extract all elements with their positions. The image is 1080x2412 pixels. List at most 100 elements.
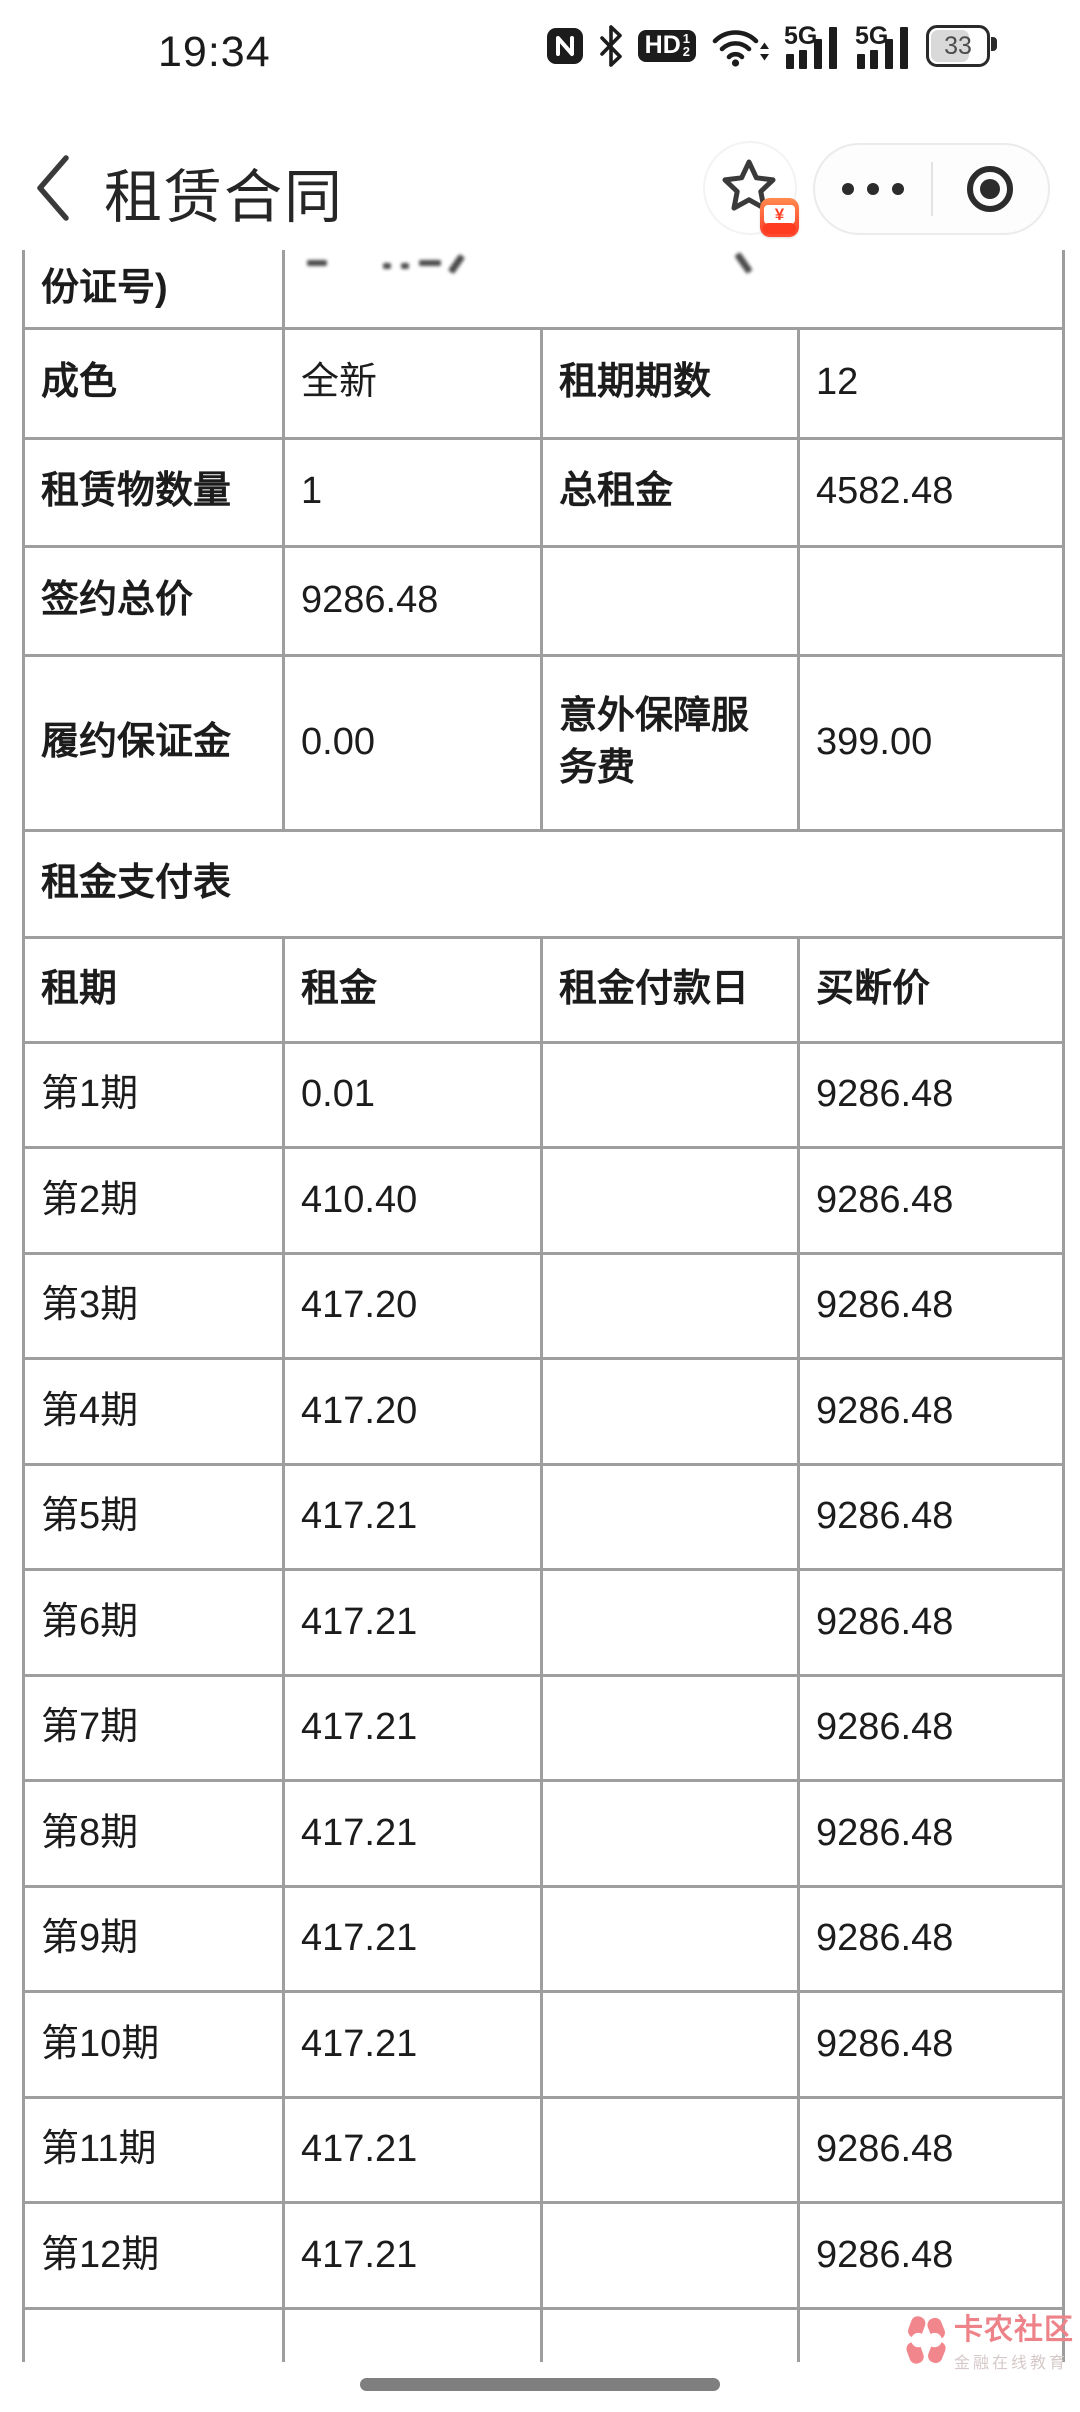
status-bar: 19:34 HD 1 2 5G 5G bbox=[0, 0, 1080, 92]
cell-buyout-price: 9286.48 bbox=[796, 2095, 1066, 2204]
payment-row: 第10期 417.21 9286.48 bbox=[22, 1990, 1066, 2099]
payment-row: 第4期 417.20 9286.48 bbox=[22, 1357, 1066, 1466]
cell-rent: 417.21 bbox=[282, 1462, 543, 1571]
cell-label bbox=[540, 544, 800, 657]
cell-buyout-price: 9286.48 bbox=[796, 1990, 1066, 2099]
redaction-smudge bbox=[734, 251, 753, 275]
watermark-subtitle: 金融在线教育 bbox=[954, 2355, 1069, 2373]
cell-empty bbox=[282, 2306, 543, 2362]
cell-payment-date bbox=[540, 2201, 800, 2310]
contract-table: 份证号) 成色 全新 租期期数 12 租赁物数量 1 总租金 bbox=[21, 250, 1066, 2362]
cell-period: 第5期 bbox=[22, 1462, 285, 1571]
wifi-icon bbox=[712, 30, 769, 67]
cell-period: 第4期 bbox=[22, 1357, 285, 1466]
cell-value: 12 bbox=[796, 326, 1066, 440]
cell-period: 第6期 bbox=[22, 1568, 285, 1677]
table-row: 签约总价 9286.48 bbox=[22, 544, 1066, 657]
cell-buyout-price: 9286.48 bbox=[796, 1779, 1066, 1888]
miniapp-capsule bbox=[813, 143, 1050, 235]
payment-row: 第12期 417.21 9286.48 bbox=[22, 2201, 1066, 2310]
cell-buyout-price: 9286.48 bbox=[796, 1884, 1066, 1993]
circle-dot-icon bbox=[967, 166, 1014, 212]
cell-empty bbox=[540, 2306, 800, 2362]
payment-row: 第9期 417.21 9286.48 bbox=[22, 1884, 1066, 1993]
payment-row: 第5期 417.21 9286.48 bbox=[22, 1462, 1066, 1571]
cell-value bbox=[796, 544, 1066, 657]
cell-rent: 417.21 bbox=[282, 1673, 543, 1782]
cell-rent: 417.21 bbox=[282, 1990, 543, 2099]
cell-buyout-price: 9286.48 bbox=[796, 1568, 1066, 1677]
watermark: 卡农社区 金融在线教育 bbox=[903, 2314, 1074, 2373]
cell-rent: 417.21 bbox=[282, 2095, 543, 2204]
cell-label: 份证号) bbox=[22, 250, 285, 330]
cell-period: 第8期 bbox=[22, 1779, 285, 1888]
column-header: 租金 bbox=[282, 935, 543, 1044]
cell-payment-date bbox=[540, 1673, 800, 1782]
cell-period: 第9期 bbox=[22, 1884, 285, 1993]
home-indicator[interactable] bbox=[360, 2378, 720, 2391]
payment-header-row: 租期 租金 租金付款日 买断价 bbox=[22, 935, 1066, 1044]
cell-label: 履约保证金 bbox=[22, 653, 285, 832]
svg-text:5G: 5G bbox=[784, 23, 817, 50]
cell-period: 第11期 bbox=[22, 2095, 285, 2204]
back-button[interactable] bbox=[28, 152, 76, 224]
payment-row: 第7期 417.21 9286.48 bbox=[22, 1673, 1066, 1782]
cell-payment-date bbox=[540, 2095, 800, 2204]
cell-buyout-price: 9286.48 bbox=[796, 1040, 1066, 1149]
cell-value: 0.00 bbox=[282, 653, 543, 832]
table-row: 履约保证金 0.00 意外保障服务费 399.00 bbox=[22, 653, 1066, 832]
cell-redacted-value bbox=[281, 250, 1066, 330]
cell-label: 租赁物数量 bbox=[22, 436, 285, 548]
cell-rent: 410.40 bbox=[282, 1146, 543, 1255]
cell-buyout-price: 9286.48 bbox=[796, 2201, 1066, 2310]
redaction-smudge bbox=[383, 263, 391, 269]
cell-period: 第3期 bbox=[22, 1251, 285, 1360]
cell-label: 总租金 bbox=[540, 436, 800, 548]
cell-period: 第12期 bbox=[22, 2201, 285, 2310]
close-button[interactable] bbox=[933, 166, 1049, 212]
cell-payment-date bbox=[540, 1357, 800, 1466]
payment-row: 第6期 417.21 9286.48 bbox=[22, 1568, 1066, 1677]
redaction-smudge bbox=[307, 260, 327, 266]
battery-icon: 33 bbox=[926, 25, 997, 67]
redaction-smudge bbox=[419, 260, 441, 266]
table-row-truncated: 份证号) bbox=[22, 250, 1066, 330]
redaction-smudge bbox=[401, 263, 409, 269]
cell-period: 第1期 bbox=[22, 1040, 285, 1149]
cell-rent: 417.20 bbox=[282, 1357, 543, 1466]
cell-payment-date bbox=[540, 1040, 800, 1149]
cell-value: 全新 bbox=[282, 326, 543, 440]
cell-buyout-price: 9286.48 bbox=[796, 1146, 1066, 1255]
cell-buyout-price: 9286.48 bbox=[796, 1462, 1066, 1571]
cell-label: 成色 bbox=[22, 326, 285, 440]
cell-payment-date bbox=[540, 1462, 800, 1571]
redaction-smudge bbox=[447, 253, 466, 275]
cell-buyout-price: 9286.48 bbox=[796, 1357, 1066, 1466]
cell-rent: 417.21 bbox=[282, 1779, 543, 1888]
payment-row: 第3期 417.20 9286.48 bbox=[22, 1251, 1066, 1360]
section-title-row: 租金支付表 bbox=[21, 828, 1066, 939]
cell-label: 租期期数 bbox=[540, 326, 800, 440]
cell-rent: 417.21 bbox=[282, 1568, 543, 1677]
more-dots-icon bbox=[866, 183, 879, 195]
clock: 19:34 bbox=[158, 28, 271, 76]
favorite-button[interactable]: ¥ bbox=[705, 143, 799, 237]
cell-value: 4582.48 bbox=[796, 436, 1066, 548]
cell-rent: 0.01 bbox=[282, 1040, 543, 1149]
payment-row: 第1期 0.01 9286.48 bbox=[22, 1040, 1066, 1149]
cell-buyout-price: 9286.48 bbox=[796, 1251, 1066, 1360]
status-icons: HD 1 2 5G 5G 33 bbox=[546, 0, 997, 92]
cell-value: 399.00 bbox=[796, 653, 1066, 832]
payment-row: 第2期 410.40 9286.48 bbox=[22, 1146, 1066, 1255]
cell-payment-date bbox=[540, 1568, 800, 1677]
more-dots-icon bbox=[841, 183, 854, 195]
payment-row: 第8期 417.21 9286.48 bbox=[22, 1779, 1066, 1888]
more-button[interactable] bbox=[815, 183, 931, 195]
battery-fill bbox=[931, 30, 969, 62]
hd-call-icon: HD 1 2 bbox=[637, 30, 696, 62]
cell-value: 9286.48 bbox=[282, 544, 543, 657]
signal-5g-icon: 5G bbox=[784, 23, 837, 69]
cell-rent: 417.21 bbox=[282, 2201, 543, 2310]
cell-period: 第2期 bbox=[22, 1146, 285, 1255]
table-row-truncated bbox=[22, 2306, 1066, 2362]
